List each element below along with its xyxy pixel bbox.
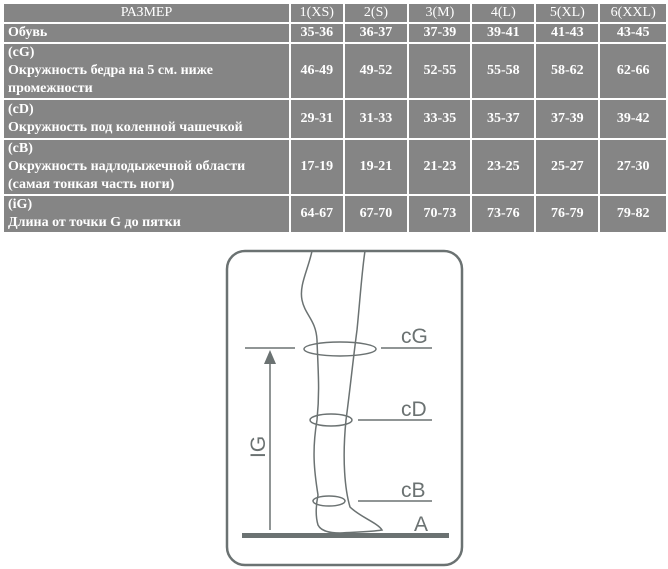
- row-code: (cD): [8, 102, 34, 117]
- cell: 36-37: [342, 22, 410, 44]
- header-m: 3(M): [407, 2, 473, 24]
- row-label-text: Окружность надлодыжечной области: [8, 159, 246, 174]
- row-label-text: Окружность под коленной чашечкой: [8, 120, 243, 135]
- table-row: (cG) Окружность бедра на 5 см. ниже промеж…: [2, 42, 668, 100]
- cell: 27-30: [598, 138, 668, 196]
- row-label: (cG) Окружность бедра на 5 см. ниже промеж…: [2, 42, 291, 100]
- cb-label: cB: [401, 479, 426, 502]
- header-xs: 1(XS): [288, 2, 345, 24]
- cd-label: cD: [401, 398, 427, 421]
- cell: 43-45: [598, 22, 668, 44]
- cell: 46-49: [288, 42, 345, 100]
- row-label-text: Окружность бедра на 5 см. ниже: [8, 63, 213, 78]
- header-xxl: 6(XXL): [598, 2, 668, 24]
- row-label-text: Длина от точки G до пятки: [8, 215, 181, 230]
- cell: 25-27: [534, 138, 601, 196]
- cell: 49-52: [342, 42, 410, 100]
- cell: 35-37: [470, 98, 537, 140]
- size-table: РАЗМЕР 1(XS) 2(S) 3(M) 4(L) 5(XL) 6(XXL)…: [2, 2, 668, 234]
- row-label: (cD) Окружность под коленной чашечкой: [2, 98, 291, 140]
- header-size: РАЗМЕР: [2, 2, 291, 24]
- row-code: (cB): [8, 141, 33, 156]
- cell: 52-55: [407, 42, 473, 100]
- cell: 41-43: [534, 22, 601, 44]
- cd-ring: [309, 413, 353, 427]
- ig-label: IG: [247, 436, 270, 458]
- cell: 55-58: [470, 42, 537, 100]
- diagram-frame: [225, 249, 464, 567]
- row-code: (cG): [8, 45, 35, 60]
- row-label-text-2: (самая тонкая часть ноги): [8, 177, 175, 192]
- cell: 39-41: [470, 22, 537, 44]
- cell: 37-39: [534, 98, 601, 140]
- cell: 58-62: [534, 42, 601, 100]
- leg-outline: [300, 250, 384, 534]
- cell: 79-82: [598, 194, 668, 234]
- cell: 62-66: [598, 42, 668, 100]
- cell: 39-42: [598, 98, 668, 140]
- cg-ring: [303, 341, 377, 357]
- table-row: (cD) Окружность под коленной чашечкой 29-…: [2, 98, 668, 140]
- cell: 33-35: [407, 98, 473, 140]
- ig-arrow-head: [264, 350, 276, 364]
- table-row: Обувь 35-36 36-37 37-39 39-41 41-43 43-4…: [2, 22, 668, 44]
- cell: 19-21: [342, 138, 410, 196]
- cell: 31-33: [342, 98, 410, 140]
- row-label-text: Обувь: [8, 25, 48, 40]
- row-code: (iG): [8, 197, 33, 212]
- cb-ring: [312, 495, 346, 507]
- cell: 17-19: [288, 138, 345, 196]
- cell: 76-79: [534, 194, 601, 234]
- header-l: 4(L): [470, 2, 537, 24]
- cell: 70-73: [407, 194, 473, 234]
- cell: 64-67: [288, 194, 345, 234]
- table-row: (iG) Длина от точки G до пятки 64-67 67-7…: [2, 194, 668, 234]
- cell: 35-36: [288, 22, 345, 44]
- a-label: A: [414, 513, 428, 536]
- cell: 21-23: [407, 138, 473, 196]
- cell: 23-25: [470, 138, 537, 196]
- row-label-text-2: промежности: [8, 81, 93, 96]
- floor-line: [242, 533, 449, 538]
- table-header-row: РАЗМЕР 1(XS) 2(S) 3(M) 4(L) 5(XL) 6(XXL): [2, 2, 668, 24]
- header-s: 2(S): [342, 2, 410, 24]
- row-label: (iG) Длина от точки G до пятки: [2, 194, 291, 234]
- row-label: (cB) Окружность надлодыжечной области (сам…: [2, 138, 291, 196]
- cell: 67-70: [342, 194, 410, 234]
- row-label: Обувь: [2, 22, 291, 44]
- cell: 29-31: [288, 98, 345, 140]
- cg-label: cG: [401, 325, 428, 348]
- cell: 37-39: [407, 22, 473, 44]
- table-row: (cB) Окружность надлодыжечной области (сам…: [2, 138, 668, 196]
- cell: 73-76: [470, 194, 537, 234]
- header-xl: 5(XL): [534, 2, 601, 24]
